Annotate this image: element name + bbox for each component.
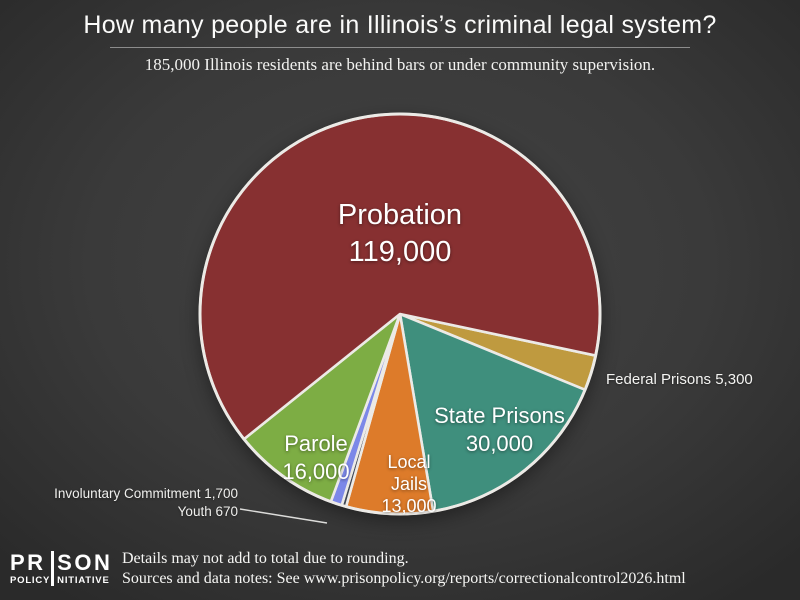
title-divider — [110, 47, 690, 48]
label-state-value: 30,000 — [465, 431, 534, 456]
page-subtitle: 185,000 Illinois residents are behind ba… — [144, 55, 656, 74]
label-probation-name: Probation — [337, 199, 463, 231]
pie-outer-ring — [198, 112, 602, 516]
leader-line-small-slices — [239, 508, 328, 524]
label-jails-name2: Jails — [390, 474, 427, 494]
label-local-jails: Local Jails 13,000 — [369, 451, 449, 517]
logo-text-son: SON — [57, 550, 113, 575]
label-probation: Probation 119,000 — [300, 197, 500, 271]
logo-text-pr: PR — [10, 550, 46, 575]
label-probation-value: 119,000 — [348, 236, 452, 268]
sources-note: Sources and data notes: See www.prisonpo… — [122, 570, 686, 587]
footer-notes: Details may not add to total due to roun… — [122, 549, 686, 589]
ppi-logo: PR POLICY SON NITIATIVE — [10, 551, 112, 586]
label-parole-name: Parole — [284, 431, 348, 456]
label-state-name: State Prisons — [434, 403, 565, 428]
logo-text-policy: POLICY — [10, 575, 51, 586]
page-title: How many people are in Illinois’s crimin… — [83, 11, 717, 39]
logo-i-bar — [51, 551, 55, 586]
label-jails-name1: Local — [387, 452, 431, 472]
rounding-note: Details may not add to total due to roun… — [122, 550, 409, 567]
logo-text-nitiative: NITIATIVE — [57, 575, 110, 586]
label-small-slices: Involuntary Commitment 1,700 Youth 670 — [38, 485, 238, 521]
label-federal-prisons: Federal Prisons 5,300 — [606, 371, 753, 388]
label-parole: Parole 16,000 — [246, 430, 386, 486]
label-state-prisons: State Prisons 30,000 — [427, 402, 572, 458]
label-parole-value: 16,000 — [282, 459, 350, 484]
label-jails-value: 13,000 — [381, 496, 437, 516]
label-involuntary-commitment: Involuntary Commitment 1,700 — [54, 486, 238, 501]
label-youth: Youth 670 — [177, 504, 238, 519]
